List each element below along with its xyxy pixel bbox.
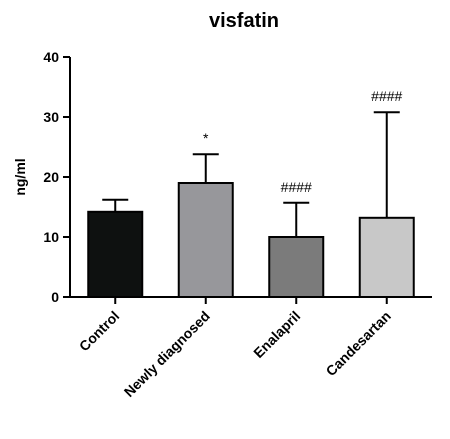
bar-1: [177, 182, 234, 298]
bar-0: [87, 210, 144, 298]
y-tick-label: 30: [43, 109, 59, 125]
y-tick-label: 20: [43, 169, 59, 185]
significance-annotation: ####: [371, 88, 402, 104]
significance-annotation: ####: [281, 179, 312, 195]
category-label: Enalapril: [250, 308, 303, 361]
category-label: Candesartan: [323, 308, 394, 379]
significance-annotation: *: [203, 130, 209, 146]
y-tick-label: 40: [43, 49, 59, 65]
bar-3: [358, 216, 415, 298]
category-label: Control: [76, 308, 123, 355]
y-axis-label: ng/ml: [12, 158, 28, 195]
category-label: Newly diagnosed: [121, 308, 213, 400]
chart-title: visfatin: [209, 10, 279, 32]
y-tick-label: 10: [43, 229, 59, 245]
y-tick-label: 0: [51, 289, 59, 305]
bar-2: [268, 236, 325, 298]
